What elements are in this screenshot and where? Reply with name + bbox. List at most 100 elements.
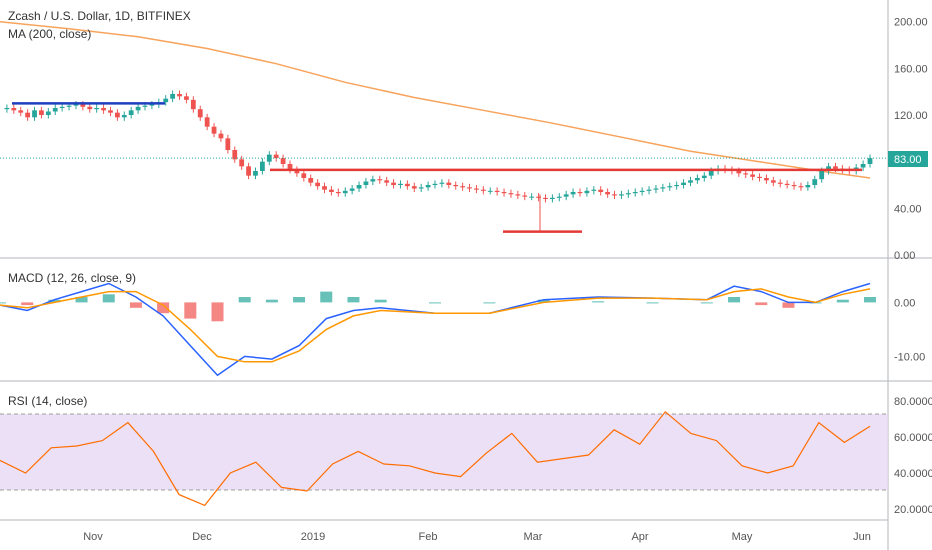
candle-body — [694, 178, 700, 181]
candle-body — [563, 194, 569, 197]
candle-body — [494, 190, 500, 192]
macd-hist-bar — [429, 302, 441, 304]
candle-body — [218, 133, 224, 139]
macd-hist-bar — [21, 302, 34, 306]
candle-body — [197, 109, 203, 118]
candle-body — [308, 178, 314, 183]
time-axis-tick-label: Feb — [419, 531, 438, 543]
macd-axis-tick-label: 0.00 — [894, 297, 915, 309]
candle-body — [142, 105, 148, 107]
rsi-band — [0, 414, 888, 490]
candle-body — [190, 99, 196, 110]
macd-hist-bar — [0, 302, 6, 304]
candle-body — [577, 192, 583, 194]
candle-body — [273, 154, 279, 159]
candle-body — [736, 171, 742, 174]
candle-body — [867, 158, 873, 164]
candle-body — [667, 186, 673, 188]
candle-body — [294, 169, 300, 174]
rsi-title: RSI (14, close) — [8, 394, 87, 408]
macd-hist-bar — [211, 302, 224, 322]
candle-body — [453, 185, 459, 187]
candle-body — [812, 179, 818, 185]
candle-body — [184, 96, 189, 100]
price-axis-tick-label: 160.00 — [894, 63, 928, 75]
macd-hist-bar — [75, 297, 88, 303]
x-axis-ticks: Nov Dec 2019 Feb Mar Apr May Jun — [83, 531, 871, 543]
macd-hist-bar — [320, 291, 333, 303]
time-axis-tick-label: 2019 — [301, 531, 325, 543]
candle-body — [556, 196, 562, 198]
rsi-axis-tick-label: 20.0000 — [894, 504, 932, 516]
candle-body — [522, 195, 528, 197]
macd-histogram — [0, 291, 876, 322]
candle-body — [170, 94, 176, 99]
candle-body — [163, 98, 169, 103]
candle-body — [342, 190, 348, 194]
time-axis-tick-label: Dec — [192, 531, 212, 543]
candle-body — [315, 182, 321, 187]
candle-body — [32, 110, 37, 118]
price-candles — [4, 90, 873, 203]
candle-body — [370, 179, 376, 182]
candle-body — [4, 108, 10, 110]
macd-hist-bar — [836, 299, 849, 303]
candle-body — [798, 186, 804, 188]
candle-body — [529, 196, 535, 198]
candle-body — [418, 187, 424, 189]
candle-body — [121, 115, 127, 118]
candle-body — [446, 182, 452, 185]
candle-body — [52, 108, 58, 112]
candle-body — [211, 126, 217, 134]
time-axis-tick-label: Nov — [83, 531, 103, 543]
candle-body — [501, 192, 507, 194]
candle-body — [329, 189, 334, 192]
y-axis-ticks: 200.00160.00120.0080.0040.000.000.00-10.… — [894, 17, 932, 516]
candle-body — [480, 189, 486, 191]
macd-hist-bar — [592, 301, 605, 303]
candle-body — [80, 104, 86, 107]
candle-body — [411, 186, 417, 189]
ma200-line — [0, 20, 871, 179]
last-price-tag — [888, 151, 928, 167]
candle-body — [128, 110, 134, 115]
candle-body — [543, 197, 548, 199]
candle-body — [549, 197, 555, 199]
candle-body — [770, 180, 776, 183]
rsi-path — [0, 410, 871, 507]
macd-hist-bar — [184, 302, 197, 319]
price-axis-tick-label: 200.00 — [894, 17, 928, 29]
candle-body — [287, 164, 293, 170]
candle-body — [605, 192, 611, 195]
candle-body — [66, 105, 72, 107]
candle-body — [570, 192, 576, 195]
macd-title: MACD (12, 26, close, 9) — [8, 271, 136, 285]
macd-hist-bar — [347, 297, 360, 303]
candle-body — [280, 158, 286, 164]
candle-body — [114, 112, 120, 118]
candle-body — [791, 185, 797, 187]
candle-body — [232, 150, 238, 160]
time-axis-tick-label: Mar — [524, 531, 543, 543]
candle-body — [18, 110, 24, 113]
candle-body — [94, 108, 100, 110]
candle-body — [515, 194, 521, 196]
candle-body — [777, 182, 783, 184]
candle-body — [25, 112, 31, 118]
time-axis-tick-label: Jun — [853, 531, 871, 543]
candle-body — [253, 171, 258, 176]
candle-body — [246, 166, 251, 176]
macd-hist-bar — [157, 302, 170, 314]
candle-body — [363, 181, 369, 185]
chart-title: Zcash / U.S. Dollar, 1D, BITFINEX — [8, 9, 191, 23]
price-axis-tick-label: 0.00 — [894, 250, 915, 262]
candle-body — [204, 117, 210, 127]
candle-body — [584, 190, 590, 194]
candle-body — [536, 196, 541, 198]
macd-hist-bar — [48, 299, 61, 303]
candle-body — [750, 174, 756, 177]
candle-body — [439, 182, 445, 184]
rsi-axis-tick-label: 40.0000 — [894, 468, 932, 480]
candle-body — [833, 166, 838, 169]
candle-body — [688, 180, 693, 183]
